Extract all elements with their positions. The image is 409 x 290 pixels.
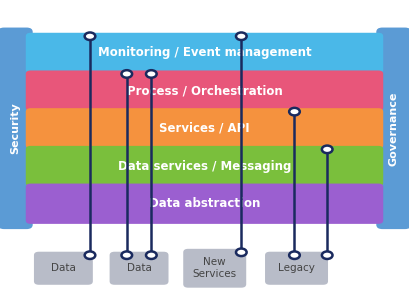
FancyBboxPatch shape xyxy=(183,249,246,288)
Circle shape xyxy=(236,249,247,256)
Text: Services / API: Services / API xyxy=(159,122,250,135)
FancyBboxPatch shape xyxy=(265,252,328,285)
Circle shape xyxy=(121,70,132,78)
FancyBboxPatch shape xyxy=(26,146,383,186)
Text: Data: Data xyxy=(127,263,151,273)
Text: Security: Security xyxy=(10,102,20,154)
Circle shape xyxy=(322,146,333,153)
FancyBboxPatch shape xyxy=(26,184,383,224)
Text: New
Services: New Services xyxy=(193,258,237,279)
Circle shape xyxy=(322,251,333,259)
Text: Process / Orchestration: Process / Orchestration xyxy=(127,84,282,97)
FancyBboxPatch shape xyxy=(376,28,409,229)
FancyBboxPatch shape xyxy=(0,28,33,229)
Text: Data services / Messaging: Data services / Messaging xyxy=(118,160,291,173)
Circle shape xyxy=(121,251,132,259)
Circle shape xyxy=(146,70,157,78)
Circle shape xyxy=(289,251,300,259)
Circle shape xyxy=(85,32,95,40)
FancyBboxPatch shape xyxy=(26,33,383,73)
FancyBboxPatch shape xyxy=(34,252,93,285)
Text: Legacy: Legacy xyxy=(278,263,315,273)
Text: Data abstraction: Data abstraction xyxy=(149,197,260,210)
Text: Monitoring / Event management: Monitoring / Event management xyxy=(98,46,311,59)
Circle shape xyxy=(85,251,95,259)
FancyBboxPatch shape xyxy=(110,252,169,285)
Circle shape xyxy=(236,32,247,40)
Circle shape xyxy=(289,108,300,115)
FancyBboxPatch shape xyxy=(26,70,383,111)
Text: Data: Data xyxy=(51,263,76,273)
Circle shape xyxy=(146,251,157,259)
Text: Governance: Governance xyxy=(389,91,399,166)
FancyBboxPatch shape xyxy=(26,108,383,148)
